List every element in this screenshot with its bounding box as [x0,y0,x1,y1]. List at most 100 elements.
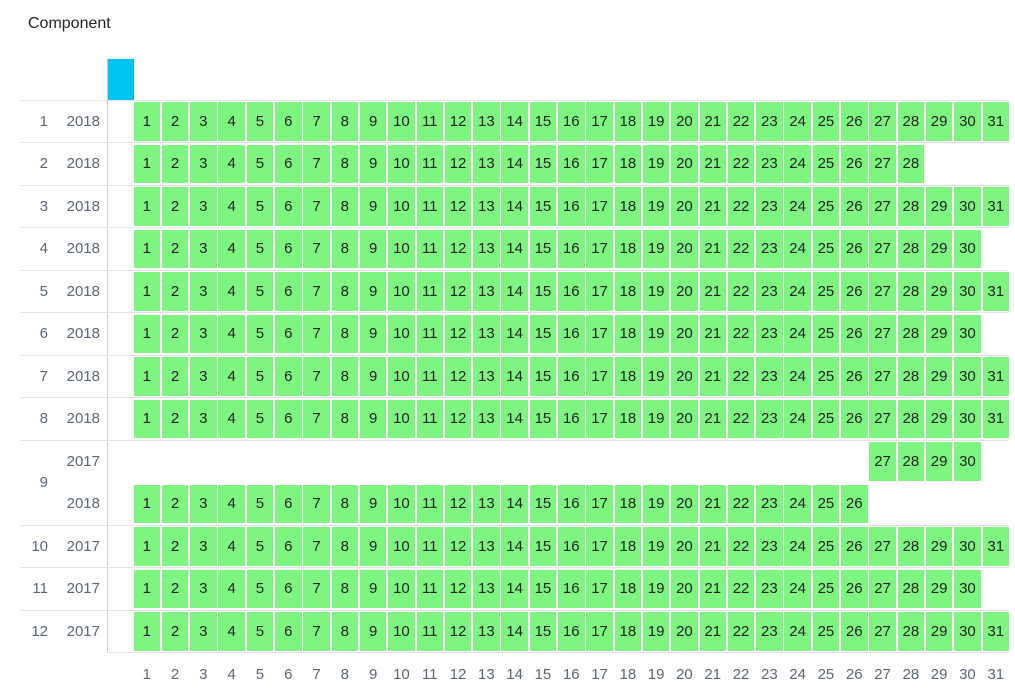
day-cell[interactable]: 21 [699,314,726,353]
day-cell[interactable]: 12 [444,569,472,608]
day-cell[interactable]: 31 [982,102,1009,141]
day-cell[interactable]: 7 [303,527,330,566]
day-cell[interactable]: 13 [473,357,500,396]
day-cell[interactable]: 29 [925,527,953,566]
day-cell[interactable]: 13 [473,484,500,523]
day-cell[interactable]: 21 [699,229,726,268]
day-cell[interactable]: 11 [416,102,443,141]
day-cell[interactable]: 21 [699,612,726,651]
day-cell[interactable]: 23 [756,399,783,438]
day-cell[interactable]: 22 [727,187,755,226]
day-cell[interactable]: 14 [501,527,528,566]
day-cell[interactable]: 6 [275,357,302,396]
day-cell[interactable]: 20 [671,357,698,396]
day-cell[interactable]: 12 [444,612,472,651]
day-cell[interactable]: 8 [331,484,359,523]
day-cell[interactable]: 14 [501,612,528,651]
day-cell[interactable]: 20 [671,314,698,353]
day-cell[interactable]: 12 [444,399,472,438]
day-cell[interactable]: 12 [444,229,472,268]
day-cell[interactable]: 27 [869,314,896,353]
day-cell[interactable]: 23 [756,527,783,566]
day-cell[interactable]: 29 [925,612,953,651]
day-cell[interactable]: 22 [727,314,755,353]
day-cell[interactable]: 19 [642,229,670,268]
day-cell[interactable]: 11 [416,229,443,268]
day-cell[interactable]: 13 [473,102,500,141]
day-cell[interactable]: 28 [897,144,925,183]
day-cell[interactable]: 28 [897,314,925,353]
day-cell[interactable]: 21 [699,399,726,438]
day-cell[interactable]: 25 [812,399,840,438]
day-cell[interactable]: 1 [133,272,160,311]
day-cell[interactable]: 31 [982,357,1009,396]
day-cell[interactable]: 15 [529,272,557,311]
day-cell[interactable]: 13 [473,229,500,268]
day-cell[interactable]: 26 [841,569,868,608]
day-cell[interactable]: 6 [275,484,302,523]
day-cell[interactable]: 17 [586,272,613,311]
day-cell[interactable]: 5 [246,144,274,183]
day-cell[interactable]: 29 [925,569,953,608]
day-cell[interactable]: 22 [727,612,755,651]
day-cell[interactable]: 19 [642,357,670,396]
day-cell[interactable]: 23 [756,187,783,226]
day-cell[interactable]: 23 [756,484,783,523]
day-cell[interactable]: 12 [444,357,472,396]
day-cell[interactable]: 7 [303,357,330,396]
day-cell[interactable]: 9 [359,357,387,396]
day-cell[interactable]: 28 [897,357,925,396]
day-cell[interactable]: 18 [614,144,642,183]
day-cell[interactable]: 15 [529,399,557,438]
day-cell[interactable]: 19 [642,399,670,438]
day-cell[interactable]: 25 [812,102,840,141]
day-cell[interactable]: 6 [275,399,302,438]
day-cell[interactable]: 30 [954,229,981,268]
day-cell[interactable]: 26 [841,272,868,311]
day-cell[interactable]: 27 [869,229,896,268]
day-cell[interactable]: 7 [303,144,330,183]
day-cell[interactable]: 27 [869,187,896,226]
day-cell[interactable]: 13 [473,569,500,608]
day-cell[interactable]: 11 [416,569,443,608]
day-cell[interactable]: 11 [416,357,443,396]
day-cell[interactable]: 31 [982,399,1009,438]
day-cell[interactable]: 2 [161,102,189,141]
day-cell[interactable]: 20 [671,527,698,566]
day-cell[interactable]: 21 [699,272,726,311]
day-cell[interactable]: 4 [218,357,245,396]
day-cell[interactable]: 2 [161,484,189,523]
day-cell[interactable]: 27 [869,102,896,141]
day-cell[interactable]: 20 [671,272,698,311]
day-cell[interactable]: 23 [756,612,783,651]
day-cell[interactable]: 16 [558,484,585,523]
day-cell[interactable]: 22 [727,569,755,608]
day-cell[interactable]: 6 [275,102,302,141]
day-cell[interactable]: 22 [727,399,755,438]
day-cell[interactable]: 8 [331,144,359,183]
day-cell[interactable]: 25 [812,612,840,651]
day-cell[interactable]: 28 [897,569,925,608]
day-cell[interactable]: 22 [727,144,755,183]
day-cell[interactable]: 15 [529,144,557,183]
day-cell[interactable]: 12 [444,484,472,523]
day-cell[interactable]: 9 [359,612,387,651]
day-cell[interactable]: 8 [331,314,359,353]
day-cell[interactable]: 13 [473,187,500,226]
day-cell[interactable]: 3 [190,272,217,311]
day-cell[interactable]: 2 [161,272,189,311]
day-cell[interactable]: 3 [190,144,217,183]
day-cell[interactable]: 19 [642,612,670,651]
day-cell[interactable]: 26 [841,314,868,353]
day-cell[interactable]: 4 [218,527,245,566]
day-cell[interactable]: 17 [586,314,613,353]
day-cell[interactable]: 18 [614,314,642,353]
day-cell[interactable]: 27 [869,272,896,311]
day-cell[interactable]: 18 [614,612,642,651]
day-cell[interactable]: 7 [303,484,330,523]
day-cell[interactable]: 12 [444,102,472,141]
day-cell[interactable]: 8 [331,102,359,141]
day-cell[interactable]: 2 [161,187,189,226]
day-cell[interactable]: 23 [756,569,783,608]
day-cell[interactable]: 2 [161,569,189,608]
